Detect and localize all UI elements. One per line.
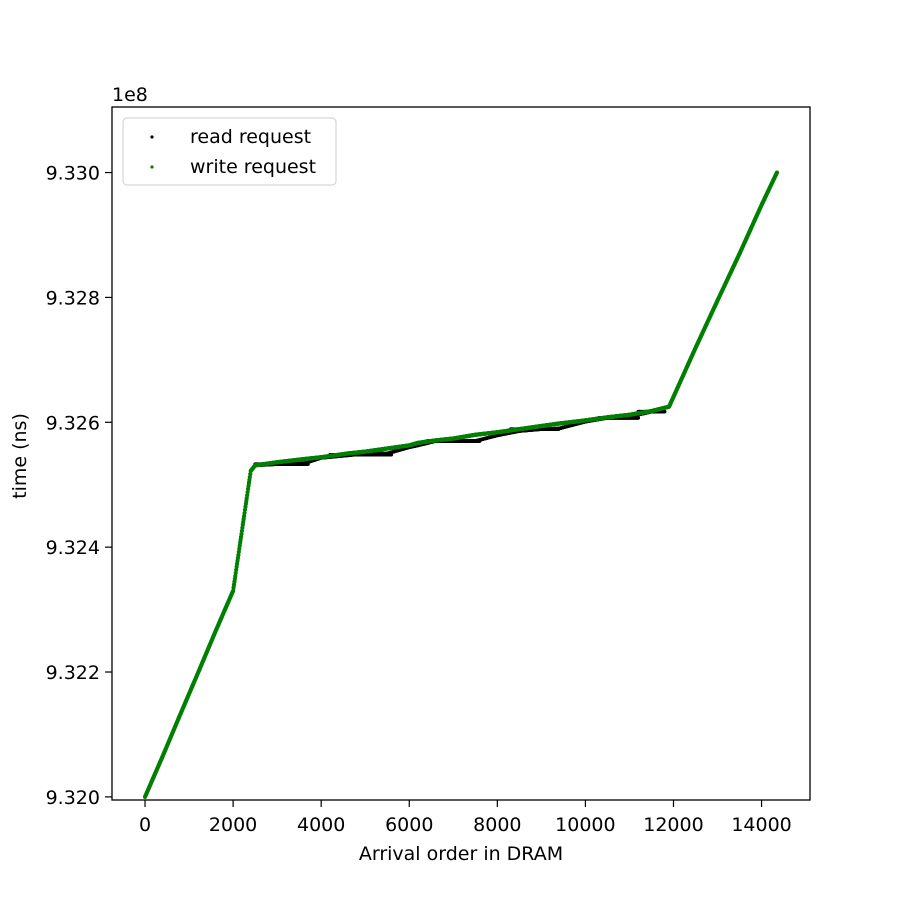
legend-label-write: write request — [190, 156, 316, 178]
read-request-point — [306, 462, 310, 466]
x-axis-label: Arrival order in DRAM — [359, 843, 563, 865]
plot-frame — [111, 106, 811, 801]
x-tick-label: 0 — [139, 814, 151, 836]
x-tick-label: 4000 — [297, 814, 345, 836]
read-request-point — [389, 452, 394, 457]
y-axis-ticks: 9.320 9.322 9.324 9.326 9.328 9.330 — [46, 163, 112, 809]
legend-label-read: read request — [190, 126, 311, 148]
legend: read request write request — [122, 117, 337, 186]
legend-box — [122, 117, 337, 186]
series-write-request — [142, 170, 780, 799]
x-tick-label: 12000 — [643, 814, 703, 836]
y-tick-label: 9.322 — [46, 662, 100, 684]
x-tick-label: 14000 — [731, 814, 791, 836]
read-request-point — [556, 427, 561, 431]
y-tick-label: 9.320 — [46, 787, 100, 809]
legend-marker-read — [150, 135, 154, 139]
read-request-point — [477, 439, 482, 443]
y-axis-label: time (ns) — [9, 413, 31, 499]
x-tick-label: 10000 — [555, 814, 615, 836]
x-tick-label: 8000 — [473, 814, 521, 836]
y-tick-label: 9.328 — [46, 287, 100, 309]
y-axis-offset-label: 1e8 — [112, 84, 148, 106]
legend-marker-write — [150, 165, 154, 169]
y-tick-label: 9.330 — [46, 163, 100, 185]
read-request-point — [662, 409, 667, 414]
x-tick-label: 2000 — [209, 814, 257, 836]
data-points-layer — [142, 170, 780, 799]
read-request-point — [636, 416, 641, 420]
y-tick-label: 9.326 — [46, 412, 100, 434]
x-axis-ticks: 0 2000 4000 6000 8000 10000 12000 14000 — [139, 800, 792, 836]
x-tick-label: 6000 — [385, 814, 433, 836]
write-request-point — [774, 170, 780, 175]
y-tick-label: 9.324 — [46, 537, 100, 559]
